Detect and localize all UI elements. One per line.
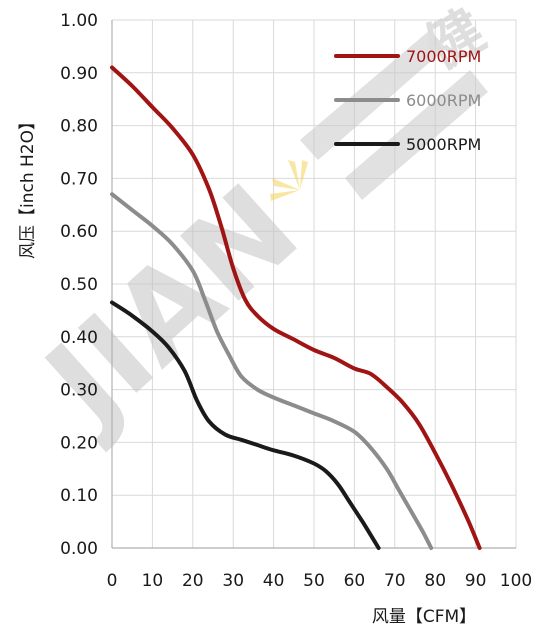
y-tick-label: 1.00 xyxy=(60,11,98,31)
y-tick-label: 0.60 xyxy=(60,222,98,242)
watermark-brand-text: 健 xyxy=(415,0,496,82)
axes xyxy=(111,20,516,549)
y-tick-label: 0.10 xyxy=(60,486,98,506)
legend-label: 6000RPM xyxy=(406,91,481,110)
x-tick-label: 50 xyxy=(303,571,325,591)
x-tick-label: 40 xyxy=(263,571,285,591)
x-tick-label: 80 xyxy=(424,571,446,591)
watermark-text: JIAN xyxy=(16,159,324,456)
x-tick-label: 70 xyxy=(384,571,406,591)
y-tick-label: 0.00 xyxy=(60,539,98,559)
watermark-stripe-shape xyxy=(345,70,488,200)
y-tick-label: 0.90 xyxy=(60,64,98,84)
watermark-sunburst-icon xyxy=(270,160,308,201)
legend: 7000RPM 6000RPM 5000RPM xyxy=(334,47,481,154)
y-tick-label: 0.20 xyxy=(60,433,98,453)
x-tick-label: 60 xyxy=(344,571,366,591)
series-lines xyxy=(110,65,482,550)
series-line-5000rpm xyxy=(110,300,381,550)
series-line-7000rpm xyxy=(110,65,482,550)
y-tick-label: 0.30 xyxy=(60,381,98,401)
legend-label: 7000RPM xyxy=(406,47,481,66)
y-axis-label: 风压【inch H2O】 xyxy=(18,113,38,259)
x-tick-label: 20 xyxy=(182,571,204,591)
series-line-6000rpm xyxy=(110,192,434,550)
x-tick-label: 0 xyxy=(107,571,118,591)
y-tick-label: 0.70 xyxy=(60,169,98,189)
x-tick-label: 10 xyxy=(142,571,164,591)
y-tick-label: 0.80 xyxy=(60,117,98,137)
tick-labels: 0 10 20 30 40 50 60 70 80 90 100 0.00 0.10 0.20 0.30 0.… xyxy=(60,11,532,591)
x-tick-label: 90 xyxy=(465,571,487,591)
y-tick-label: 0.40 xyxy=(60,328,98,348)
x-axis-label: 风量【CFM】 xyxy=(372,607,476,627)
x-tick-label: 30 xyxy=(222,571,244,591)
x-tick-label: 100 xyxy=(500,571,532,591)
watermark-stripe-shape-2 xyxy=(300,30,446,160)
y-tick-label: 0.50 xyxy=(60,275,98,295)
legend-label: 5000RPM xyxy=(406,135,481,154)
